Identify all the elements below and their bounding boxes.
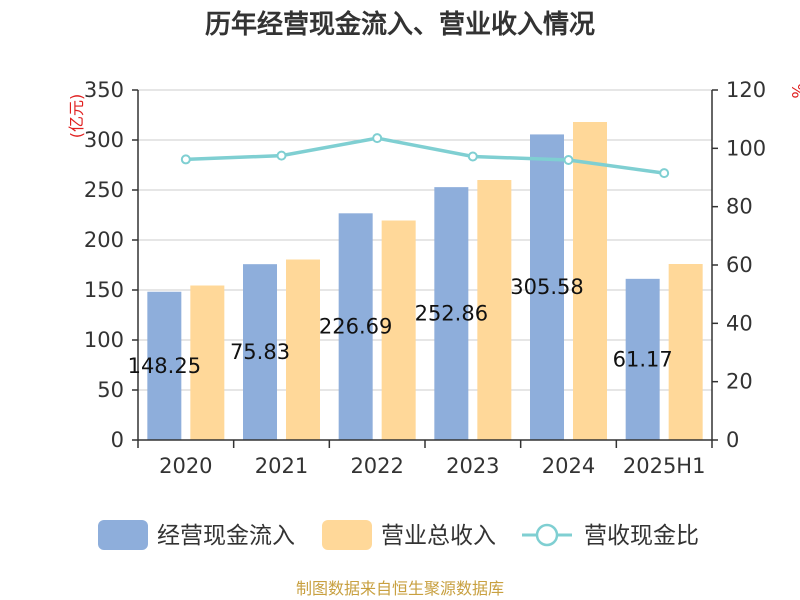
x-tick-label: 2024 (542, 454, 595, 478)
bar-cash-inflow (243, 264, 277, 440)
left-tick-label: 100 (84, 328, 124, 352)
bars (147, 122, 703, 441)
right-axis-unit: % (788, 83, 800, 98)
chart-title: 历年经营现金流入、营业收入情况 (205, 9, 595, 40)
left-tick-label: 0 (111, 428, 124, 452)
legend-swatch-revenue (322, 520, 372, 550)
legend-label-ratio: 营收现金比 (584, 523, 699, 549)
left-tick-label: 350 (84, 78, 124, 102)
ratio-point (467, 151, 478, 162)
left-tick-label: 150 (84, 278, 124, 302)
x-tick-label: 2023 (446, 454, 499, 478)
right-tick-label: 60 (726, 253, 753, 277)
bar-cash-inflow (147, 291, 182, 440)
left-tick-label: 200 (84, 228, 124, 252)
legend-label-revenue: 营业总收入 (381, 523, 496, 549)
bar-revenue (573, 122, 607, 440)
left-tick-label: 300 (84, 128, 124, 152)
right-tick-label: 20 (726, 370, 753, 394)
bar-cash-inflow (434, 187, 469, 440)
x-tick-label: 2020 (159, 454, 212, 478)
bar-revenue (190, 285, 225, 440)
right-tick-label: 100 (726, 136, 766, 160)
ratio-line (180, 133, 670, 179)
data-label-cash-inflow: 75.83 (230, 340, 290, 364)
data-label-cash-inflow: 148.25 (128, 354, 201, 378)
ratio-point (563, 155, 574, 165)
bar-cash-inflow (530, 134, 564, 441)
ratio-point (276, 150, 287, 161)
data-label-cash-inflow: 252.86 (415, 302, 488, 326)
data-labels: 148.25 75.83 226.69 252.86 305.58 61.17 (128, 275, 673, 378)
axes: 0 50 100 150 200 250 300 350 0 20 40 60 80 100 120 2020… (84, 78, 766, 478)
right-tick-label: 80 (726, 195, 753, 219)
x-tick-label: 2025H1 (623, 454, 706, 478)
legend-label-cash-inflow: 经营现金流入 (157, 523, 295, 549)
ratio-point (180, 154, 191, 165)
ratio-point (659, 168, 670, 179)
bar-revenue (286, 259, 320, 440)
bar-cash-inflow (625, 278, 660, 440)
ratio-point (372, 133, 383, 144)
x-tick-label: 2022 (350, 454, 403, 478)
grid (138, 89, 712, 391)
ratio-line-path (185, 136, 665, 175)
right-tick-label: 120 (726, 78, 766, 102)
left-axis-unit: (亿元) (67, 94, 86, 139)
legend-marker-ratio (535, 523, 559, 547)
source-note: 制图数据来自恒生聚源数据库 (296, 579, 504, 598)
data-label-cash-inflow: 61.17 (613, 347, 673, 371)
legend-swatch-cash-inflow (98, 520, 148, 550)
bar-revenue (668, 264, 703, 440)
left-tick-label: 250 (84, 178, 124, 202)
bar-revenue (381, 220, 416, 440)
bar-revenue (477, 180, 512, 440)
right-tick-label: 40 (726, 311, 753, 335)
right-tick-label: 0 (726, 428, 739, 452)
data-label-cash-inflow: 226.69 (319, 315, 392, 339)
left-tick-label: 50 (97, 378, 124, 402)
legend: 经营现金流入 营业总收入 营收现金比 (98, 520, 699, 550)
x-tick-label: 2021 (255, 454, 308, 478)
bar-cash-inflow (338, 213, 373, 440)
data-label-cash-inflow: 305.58 (510, 275, 583, 299)
